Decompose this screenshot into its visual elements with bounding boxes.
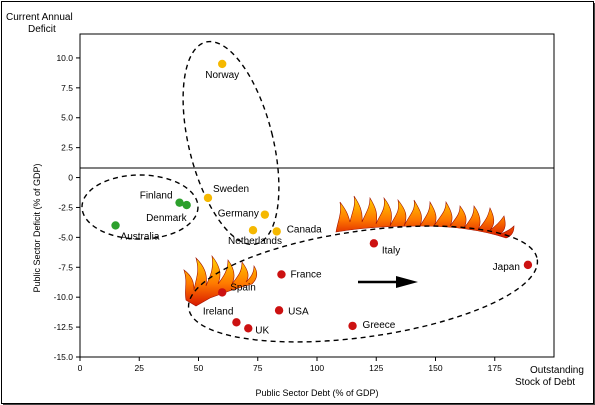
point-label-denmark: Denmark (146, 213, 188, 224)
y-tick-label: 10.0 (56, 53, 73, 63)
data-point-australia (111, 221, 120, 230)
point-label-italy: Italy (382, 245, 400, 256)
point-label-greece: Greece (363, 320, 396, 331)
y-tick-label: -15.0 (54, 352, 74, 362)
point-label-japan: Japan (493, 262, 520, 273)
point-label-finland: Finland (140, 191, 173, 202)
data-point-sweden (203, 193, 213, 203)
data-point-greece (348, 321, 357, 331)
right-arrow-icon (358, 276, 418, 288)
data-point-netherlands (248, 225, 258, 235)
data-point-japan (523, 260, 533, 270)
point-label-australia: Australia (121, 231, 160, 242)
y-tick-label: 0 (68, 173, 73, 183)
data-point-france (277, 270, 286, 279)
point-label-germany: Germany (218, 209, 259, 220)
x-tick-label: 0 (78, 363, 83, 373)
y-tick-label: -10.0 (54, 292, 74, 302)
data-point-spain (218, 288, 227, 297)
red-cluster-outline (187, 225, 539, 343)
fire-flames-top-icon (335, 195, 515, 239)
y-tick-label: 5.0 (61, 113, 73, 123)
green-cluster-outline (81, 174, 199, 240)
x-tick-label: 50 (194, 363, 204, 373)
data-point-canada (272, 227, 281, 236)
data-point-finland (175, 198, 184, 207)
point-label-sweden: Sweden (213, 184, 249, 195)
y-axis-title: Public Sector Deficit (% of GDP) (32, 163, 42, 292)
data-point-ireland (232, 318, 241, 327)
y-tick-label: 7.5 (61, 83, 73, 93)
x-axis-title: Public Sector Debt (% of GDP) (255, 388, 378, 398)
y-tick-label: 2.5 (61, 143, 73, 153)
fire-flames-left-icon (183, 254, 258, 307)
y-tick-label: -7.5 (58, 262, 73, 272)
point-label-norway: Norway (205, 70, 239, 81)
x-axis-end-label-line1: Outstanding (530, 365, 584, 376)
x-tick-label: 150 (428, 363, 442, 373)
y-tick-label: -12.5 (54, 322, 74, 332)
data-point-usa (274, 306, 284, 315)
data-point-uk (244, 324, 253, 333)
cluster-outlines (81, 40, 539, 343)
x-tick-label: 25 (135, 363, 145, 373)
x-tick-label: 175 (488, 363, 502, 373)
point-label-canada: Canada (287, 224, 322, 235)
point-label-uk: UK (255, 325, 269, 336)
x-axis-end-label-line2: Stock of Debt (515, 377, 575, 388)
data-point-germany (260, 210, 270, 219)
y-tick-label: -5.0 (58, 232, 73, 242)
point-label-ireland: Ireland (203, 306, 234, 317)
data-point-denmark (182, 200, 191, 210)
point-label-netherlands: Netherlands (228, 236, 282, 247)
point-label-usa: USA (288, 306, 309, 317)
point-label-france: France (290, 269, 322, 280)
yellow-cluster-outline (182, 40, 280, 246)
point-label-spain: Spain (230, 282, 256, 293)
y-axis-top-label-line2: Deficit (28, 24, 56, 35)
x-tick-label: 75 (253, 363, 263, 373)
data-point-norway (218, 59, 227, 69)
x-tick-label: 100 (310, 363, 324, 373)
y-tick-label: -2.5 (58, 202, 73, 212)
x-tick-label: 125 (369, 363, 383, 373)
data-point-italy (369, 239, 379, 248)
y-axis-top-label-line1: Current Annual (6, 12, 73, 23)
